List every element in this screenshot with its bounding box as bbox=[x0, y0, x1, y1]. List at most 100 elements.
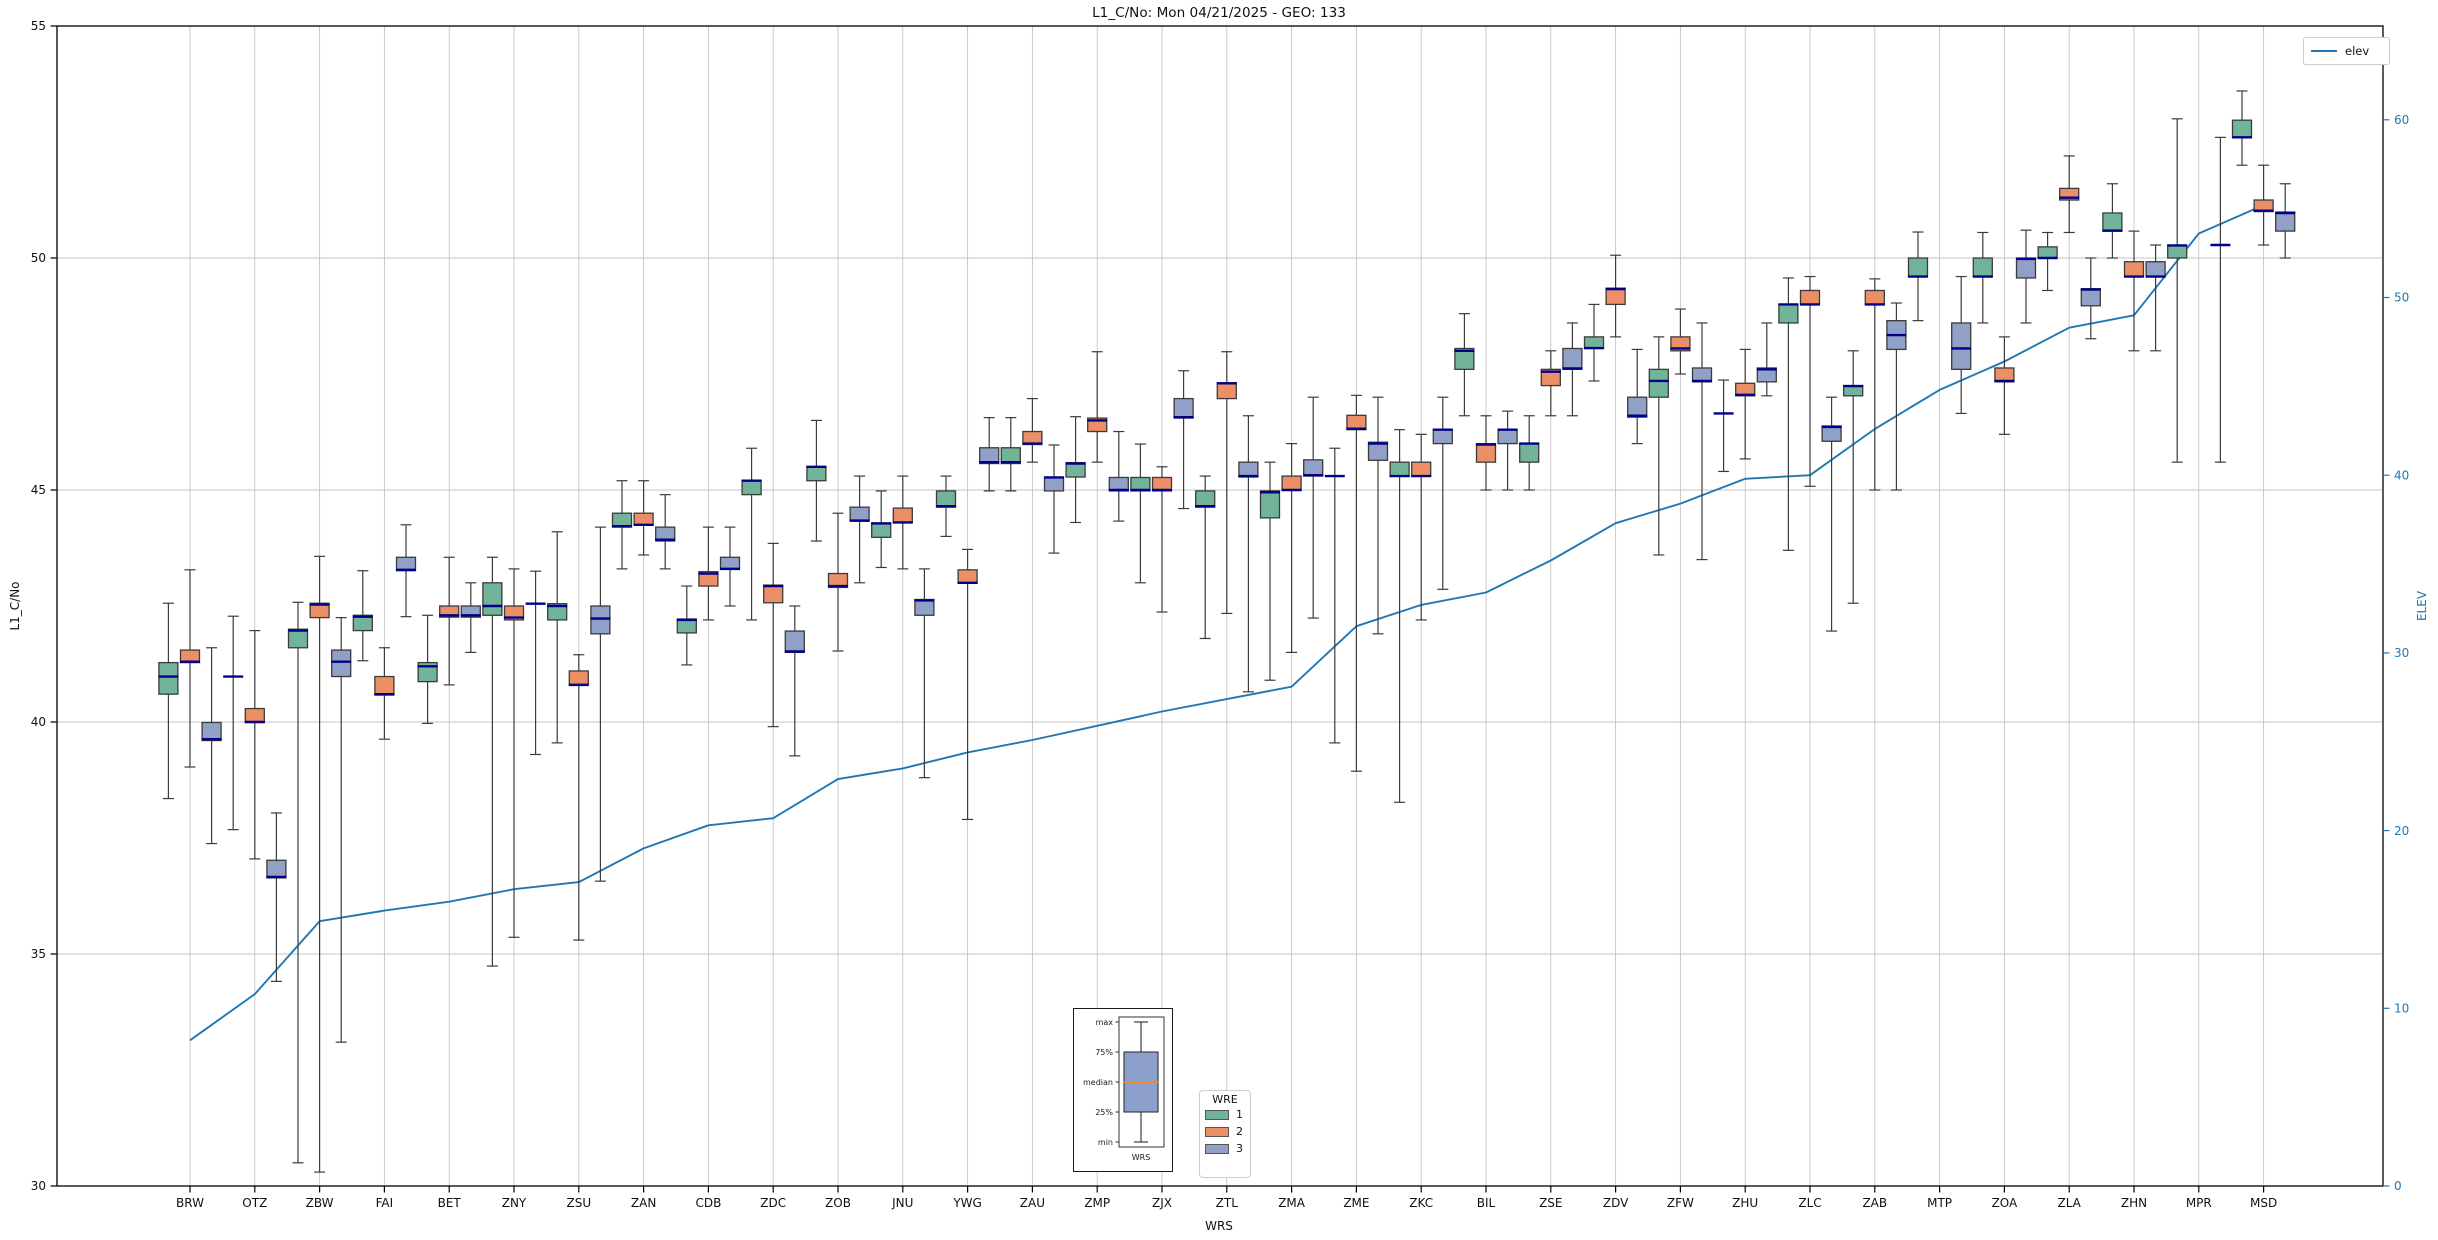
boxplot-key-diagram: max 75% median 25% min WRS bbox=[1083, 1016, 1165, 1162]
x-tick-label-JNU: JNU bbox=[891, 1196, 913, 1210]
right-tick-label-40: 40 bbox=[2394, 468, 2409, 482]
box-rect bbox=[1411, 461, 1432, 477]
box-rect bbox=[806, 466, 827, 482]
x-tick-label-BET: BET bbox=[438, 1196, 462, 1210]
box-ZNY-wre2 bbox=[503, 568, 525, 938]
box-ZSU-wre1 bbox=[547, 531, 568, 744]
x-tick-label-BRW: BRW bbox=[176, 1196, 204, 1210]
box-rect bbox=[1799, 289, 1821, 306]
box-rect bbox=[1627, 396, 1648, 418]
box-FAI-wre3 bbox=[395, 524, 417, 618]
wre-2-swatch bbox=[1205, 1126, 1229, 1137]
box-ZDC-wre2 bbox=[763, 542, 784, 728]
box-ZMP-wre2 bbox=[1087, 351, 1108, 463]
box-rect bbox=[935, 490, 957, 508]
box-rect bbox=[1972, 257, 1993, 278]
box-MTP-wre1 bbox=[1907, 231, 1929, 322]
box-rect bbox=[309, 602, 330, 619]
box-ZDV-wre1 bbox=[1583, 303, 1605, 382]
box-ZOB-wre2 bbox=[827, 512, 849, 652]
box-ZDC-wre1 bbox=[741, 447, 762, 621]
box-ZBW-wre1 bbox=[287, 601, 309, 1164]
box-rect bbox=[590, 605, 611, 635]
box-rect bbox=[568, 670, 589, 686]
left-tick-label-45: 45 bbox=[31, 483, 46, 497]
box-ZHU-wre2 bbox=[1735, 348, 1756, 460]
plot-frame bbox=[56, 25, 2384, 1187]
wre-1-label: 1 bbox=[1236, 1108, 1243, 1121]
box-ZME-wre1 bbox=[1324, 447, 1345, 744]
box-CDB-wre1 bbox=[676, 585, 697, 666]
x-tick-label-FAI: FAI bbox=[376, 1196, 394, 1210]
box-ZHN-wre3 bbox=[2145, 244, 2166, 352]
box-ZFW-wre1 bbox=[1648, 336, 1669, 556]
box-rect bbox=[1648, 368, 1669, 398]
box-rect bbox=[547, 603, 568, 621]
box-BRW-wre3 bbox=[201, 647, 222, 845]
box-rect bbox=[1778, 303, 1799, 324]
box-ZAN-wre3 bbox=[655, 494, 676, 570]
left-axis-label: L1_C/No bbox=[8, 581, 22, 631]
right-tick-label-10: 10 bbox=[2394, 1002, 2409, 1016]
box-OTZ-wre2 bbox=[244, 629, 265, 860]
box-rect bbox=[482, 582, 503, 616]
box-ZAU-wre3 bbox=[1043, 444, 1065, 554]
box-rect bbox=[1216, 382, 1237, 400]
box-rect bbox=[1281, 475, 1302, 491]
x-tick-label-ZSE: ZSE bbox=[1539, 1196, 1562, 1210]
box-MPR-wre3 bbox=[2210, 136, 2231, 463]
x-tick-label-ZJX: ZJX bbox=[1152, 1196, 1172, 1210]
x-axis-label: WRS bbox=[1205, 1219, 1233, 1233]
key-label-75%: 75% bbox=[1095, 1048, 1113, 1057]
box-ZJX-wre3 bbox=[1173, 370, 1194, 510]
left-tick-label-40: 40 bbox=[31, 715, 46, 729]
box-rect bbox=[784, 630, 805, 654]
box-BET-wre1 bbox=[417, 614, 438, 724]
box-rect bbox=[1951, 322, 1972, 371]
box-OTZ-wre1 bbox=[223, 615, 244, 831]
box-ZJX-wre1 bbox=[1130, 443, 1151, 584]
box-rect bbox=[2015, 257, 2037, 279]
box-ZDV-wre3 bbox=[1627, 348, 1648, 445]
box-rect bbox=[1821, 425, 1842, 442]
box-rect bbox=[1562, 347, 1583, 371]
box-ZOA-wre2 bbox=[1994, 336, 2015, 435]
box-ZOB-wre3 bbox=[849, 475, 870, 584]
box-ZME-wre2 bbox=[1346, 394, 1367, 772]
box-rect bbox=[1497, 429, 1518, 445]
box-rect bbox=[1432, 429, 1453, 445]
box-ZAN-wre1 bbox=[611, 480, 633, 570]
right-tick-label-50: 50 bbox=[2394, 291, 2409, 305]
box-YWG-wre3 bbox=[979, 417, 1000, 492]
box-ZNY-wre3 bbox=[525, 570, 546, 756]
box-ZHN-wre1 bbox=[2102, 183, 2123, 259]
box-rect bbox=[1605, 287, 1626, 306]
box-rect bbox=[266, 859, 287, 879]
box-rect bbox=[1454, 347, 1475, 371]
x-tick-label-CDB: CDB bbox=[695, 1196, 721, 1210]
box-rect bbox=[741, 480, 762, 496]
box-ZNY-wre1 bbox=[482, 556, 503, 967]
elev-legend-label: elev bbox=[2345, 44, 2370, 58]
x-tick-label-YWG: YWG bbox=[952, 1196, 982, 1210]
box-ZBW-wre3 bbox=[331, 616, 352, 1043]
chart-title: L1_C/No: Mon 04/21/2025 - GEO: 133 bbox=[1092, 5, 1346, 21]
x-tick-label-ZOB: ZOB bbox=[825, 1196, 851, 1210]
box-rect bbox=[1864, 289, 1885, 306]
box-rect bbox=[957, 569, 978, 584]
left-tick-label-30: 30 bbox=[31, 1179, 46, 1193]
box-ZSE-wre3 bbox=[1562, 322, 1583, 417]
x-tick-label-ZBW: ZBW bbox=[306, 1196, 334, 1210]
box-rect bbox=[1540, 368, 1561, 387]
box-BRW-wre1 bbox=[158, 602, 179, 800]
box-BIL-wre3 bbox=[1497, 410, 1518, 491]
box-rect bbox=[1065, 461, 1086, 478]
box-rect bbox=[1583, 336, 1605, 350]
x-tick-label-BIL: BIL bbox=[1477, 1196, 1496, 1210]
box-rect bbox=[763, 584, 784, 604]
box-rect bbox=[1367, 441, 1389, 461]
box-ZAN-wre2 bbox=[633, 480, 654, 556]
box-rect bbox=[374, 675, 395, 696]
box-FAI-wre1 bbox=[352, 570, 373, 662]
box-MSD-wre1 bbox=[2231, 90, 2253, 166]
